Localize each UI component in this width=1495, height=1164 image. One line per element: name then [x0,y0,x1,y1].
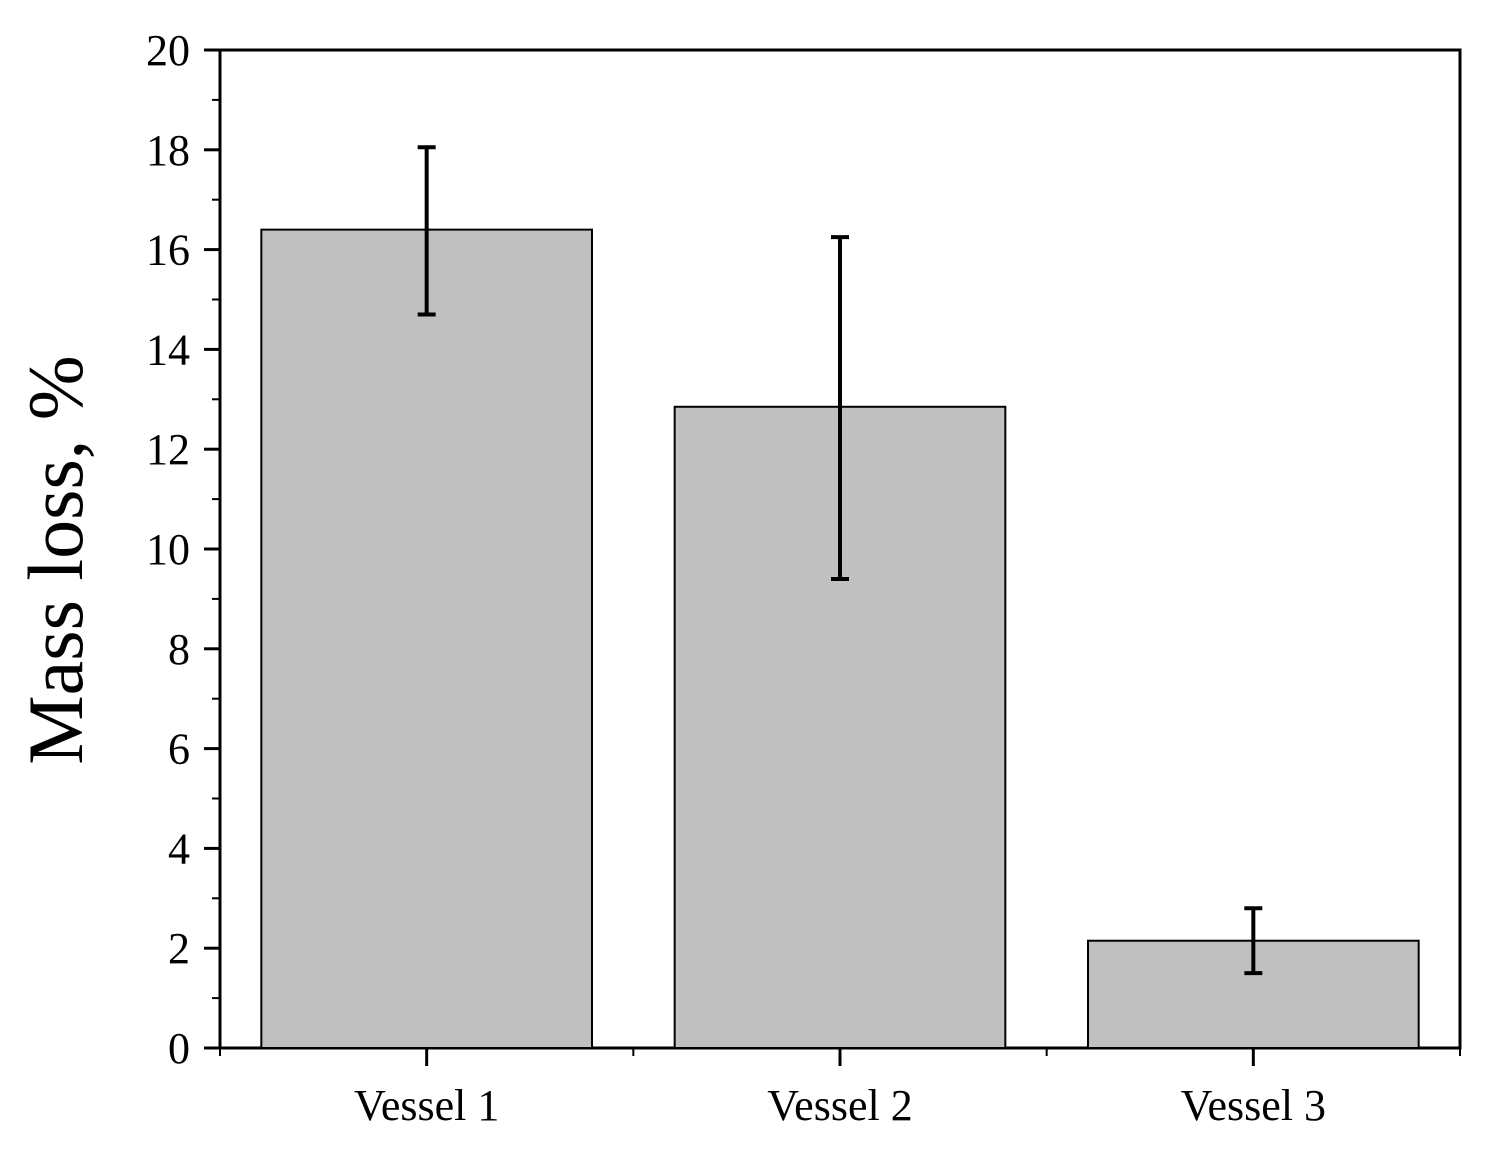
y-axis: 0 2 4 6 8 10 12 14 16 18 20 [146,26,220,1073]
y-tick-label-4: 4 [168,824,190,873]
y-tick-label-6: 6 [168,725,190,774]
error-bars-layer [417,145,1263,976]
x-axis: Vessel 1 Vessel 2 Vessel 3 [219,1048,1461,1130]
y-tick-label-0: 0 [168,1024,190,1073]
x-tick-label-1: Vessel 1 [354,1081,499,1130]
y-tick-label-20: 20 [146,26,190,75]
bar-1 [260,228,593,1049]
x-tick-label-3: Vessel 3 [1181,1081,1326,1130]
y-axis-title: Mass loss, % [12,355,99,765]
y-tick-label-2: 2 [168,924,190,973]
x-tick-label-2: Vessel 2 [767,1081,912,1130]
y-tick-label-8: 8 [168,625,190,674]
y-tick-label-10: 10 [146,525,190,574]
y-tick-label-12: 12 [146,425,190,474]
y-tick-label-18: 18 [146,126,190,175]
y-tick-label-16: 16 [146,226,190,275]
y-tick-label-14: 14 [146,325,190,374]
